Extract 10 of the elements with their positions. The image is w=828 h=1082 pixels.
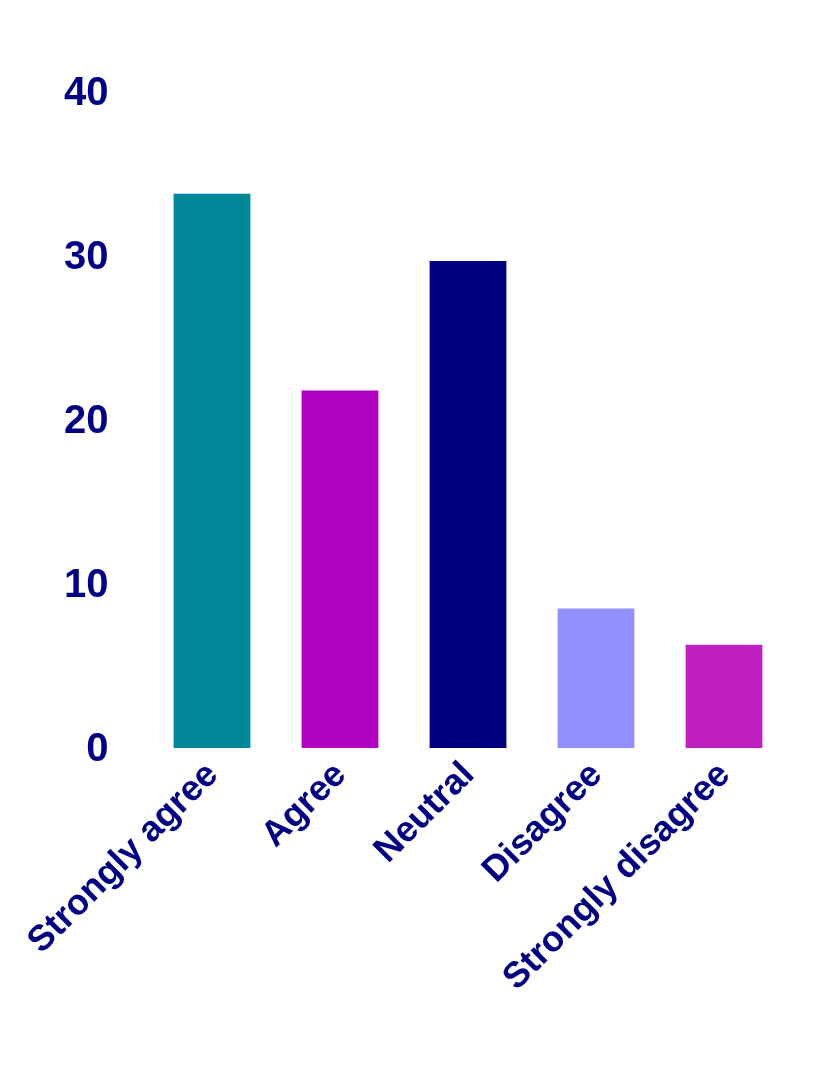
y-tick-label: 0 xyxy=(86,724,109,769)
bar xyxy=(173,193,251,748)
y-tick-label: 20 xyxy=(64,396,109,441)
y-tick-label: 30 xyxy=(64,232,109,277)
bar xyxy=(685,644,763,748)
bar xyxy=(429,260,507,748)
bar xyxy=(301,390,379,748)
bar xyxy=(557,608,635,748)
y-tick-label: 40 xyxy=(64,68,109,113)
y-tick-label: 10 xyxy=(64,560,109,605)
